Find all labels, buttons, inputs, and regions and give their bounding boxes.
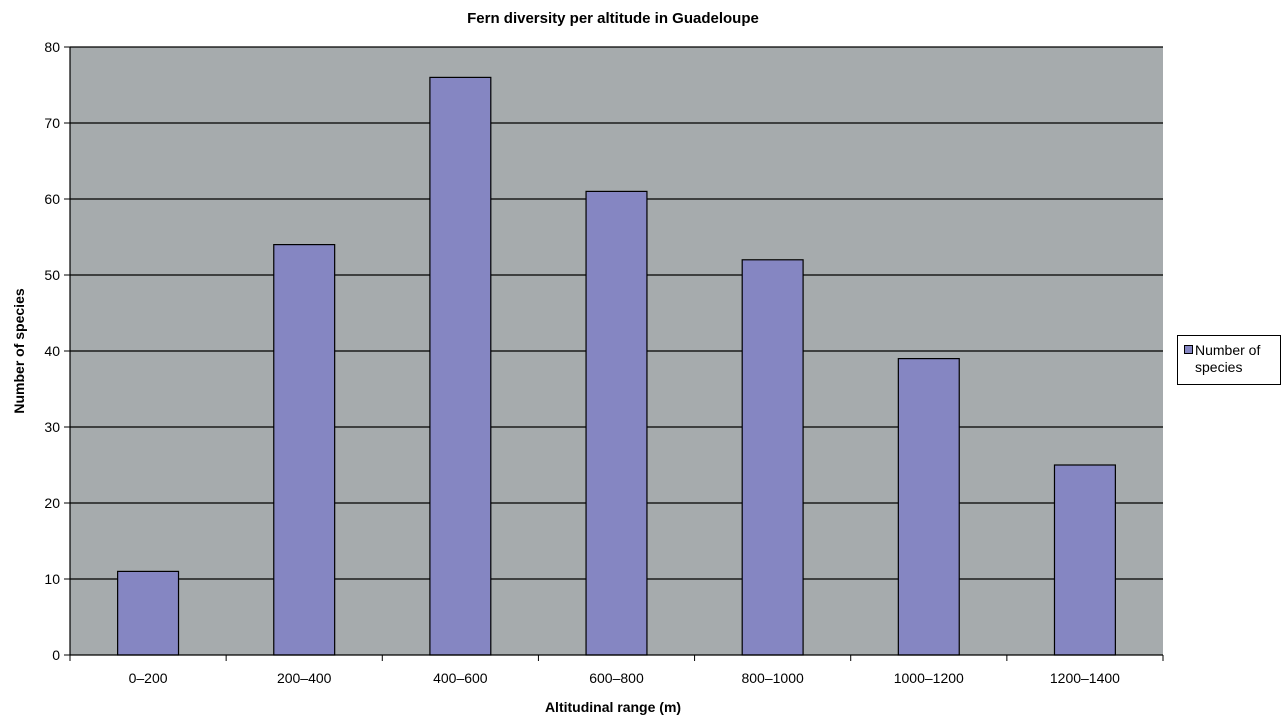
bar-200–400 <box>273 244 336 656</box>
x-tick-label: 1000–1200 <box>894 670 964 686</box>
x-tick-label: 200–400 <box>277 670 332 686</box>
y-axis-label: Number of species <box>11 288 27 413</box>
chart-title: Fern diversity per altitude in Guadeloup… <box>467 10 759 27</box>
bar-800–1000 <box>741 259 804 656</box>
x-tick-label: 400–600 <box>433 670 488 686</box>
y-tick-label: 10 <box>44 571 60 587</box>
y-tick-label: 20 <box>44 495 60 511</box>
legend-swatch <box>1184 345 1193 354</box>
y-tick-label: 30 <box>44 419 60 435</box>
x-tick-label: 600–800 <box>589 670 644 686</box>
bar-400–600 <box>429 76 492 656</box>
bars <box>117 76 1116 656</box>
y-tick-label: 0 <box>52 647 60 663</box>
bar-600–800 <box>585 190 648 656</box>
legend: Number of species <box>1177 335 1281 385</box>
axes <box>69 47 1164 661</box>
y-tick-labels: 0 10 20 30 40 50 60 70 80 <box>44 39 60 663</box>
x-tick-label: 1200–1400 <box>1050 670 1120 686</box>
bar-1200–1400 <box>1053 464 1116 656</box>
x-tick-labels: 0–200 200–400 400–600 600–800 800–1000 1000–1… <box>129 670 1121 686</box>
y-tick-label: 60 <box>44 191 60 207</box>
bar-0–200 <box>117 570 180 656</box>
bar-1000–1200 <box>897 358 960 656</box>
y-tick-label: 80 <box>44 39 60 55</box>
legend-label: Number of species <box>1195 342 1261 375</box>
y-tick-label: 70 <box>44 115 60 131</box>
x-axis-label: Altitudinal range (m) <box>545 699 681 715</box>
x-tick-label: 0–200 <box>129 670 168 686</box>
y-tick-label: 50 <box>44 267 60 283</box>
y-tick-label: 40 <box>44 343 60 359</box>
x-tick-label: 800–1000 <box>741 670 804 686</box>
